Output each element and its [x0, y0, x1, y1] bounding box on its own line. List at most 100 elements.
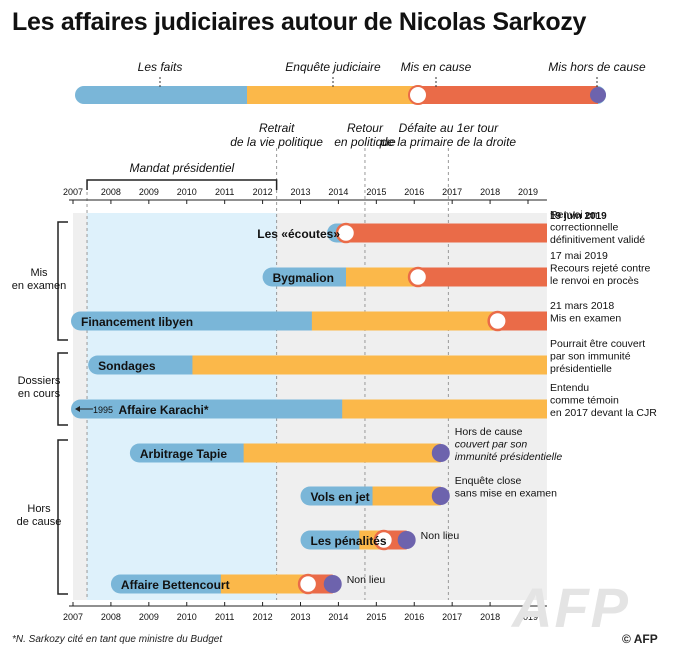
bar-open-end: [544, 311, 547, 331]
bar-facts: [71, 311, 331, 331]
bar-inquiry: [192, 355, 547, 375]
bar-open-end: [544, 267, 547, 287]
affair-note: Renvoi en: [550, 209, 597, 221]
affair-note: sans mise en examen: [455, 488, 557, 500]
bar-open-end: [544, 399, 547, 419]
legend-mis-en-cause-marker: [408, 85, 428, 105]
affair-note: Entendu: [550, 382, 589, 394]
bar-inquiry: [220, 574, 309, 594]
tick-label: 2015: [366, 612, 386, 622]
event-label: Défaite au 1er tour: [399, 121, 499, 135]
affair-note: Mis en examen: [550, 313, 621, 325]
affair-note: 21 mars 2018: [550, 300, 614, 312]
tick-label: 2007: [63, 187, 83, 197]
footnote: *N. Sarkozy cité en tant que ministre du…: [12, 634, 223, 645]
hors-de-cause-marker: [323, 575, 342, 593]
afp-credit: © AFP: [622, 632, 658, 646]
bar-inquiry: [311, 311, 498, 331]
tick-label: 2013: [290, 612, 310, 622]
arrow-left-icon: [75, 406, 80, 412]
mandat-label: Mandat présidentiel: [129, 161, 234, 175]
bar-open-end: [544, 355, 547, 375]
group-bracket: [57, 439, 68, 595]
affair-note: présidentielle: [550, 363, 612, 375]
affair-label: Affaire Bettencourt: [121, 578, 230, 592]
bar-facts: [71, 399, 362, 419]
affair-label: Les «écoutes»: [257, 227, 340, 241]
affair-label: Bygmalion: [273, 271, 334, 285]
affair-note: immunité présidentielle: [455, 451, 563, 463]
tick-label: 2012: [253, 612, 273, 622]
tick-label: 2008: [101, 612, 121, 622]
tick-label: 2009: [139, 187, 159, 197]
tick-label: 2019: [518, 612, 538, 622]
tick-label: 2010: [177, 612, 197, 622]
affair-note: correctionnelle: [550, 222, 618, 234]
date-header: 19 juin 2019: [550, 211, 607, 222]
event-label: de la primaire de la droite: [381, 135, 517, 149]
bar-facts: [129, 443, 263, 463]
group-bracket: [57, 352, 68, 426]
tick-label: 2008: [101, 187, 121, 197]
event-label: de la vie politique: [230, 135, 323, 149]
affair-label: Sondages: [98, 359, 156, 373]
hors-de-cause-marker: [397, 531, 416, 549]
affair-note: 17 mai 2019: [550, 250, 608, 262]
tick-label: 2018: [480, 187, 500, 197]
event-label: Retour: [347, 121, 384, 135]
tick-label: 2017: [442, 187, 462, 197]
bar-facts: [110, 574, 240, 594]
group-label: en cours: [18, 388, 61, 400]
chart-title: Les affaires judiciaires autour de Nicol…: [12, 8, 587, 36]
event-label: Retrait: [259, 121, 295, 135]
bar-inquiry: [346, 267, 419, 287]
affair-label: Financement libyen: [81, 315, 193, 329]
affair-note: Pourrait être couvert: [550, 338, 645, 350]
tick-label: 2012: [253, 187, 273, 197]
legend-label: Mis hors de cause: [548, 60, 646, 74]
affair-note: Non lieu: [421, 530, 460, 542]
bar-facts: [300, 530, 379, 550]
group-label: Dossiers: [18, 375, 61, 387]
group-label: Hors: [27, 503, 51, 515]
mis-en-cause-marker: [487, 310, 508, 332]
affair-label: Vols en jet: [311, 490, 370, 504]
tick-label: 2011: [215, 612, 234, 622]
group-label: de cause: [17, 516, 62, 528]
tick-label: 2010: [177, 187, 197, 197]
legend-segment-mis-en-cause: [418, 86, 598, 104]
tick-label: 2009: [139, 612, 159, 622]
tick-label: 2011: [215, 187, 234, 197]
bar-facts: [88, 355, 212, 375]
tick-label: 2019: [518, 187, 538, 197]
affair-note: en 2017 devant la CJR: [550, 407, 657, 419]
tick-label: 2018: [480, 612, 500, 622]
legend-label: Enquête judiciaire: [285, 60, 381, 74]
tick-label: 2007: [63, 612, 83, 622]
affair-label: Les pénalités: [311, 534, 387, 548]
mandat-bracket: [86, 179, 278, 190]
affair-note: Recours rejeté contre: [550, 263, 651, 275]
mis-en-cause-marker: [407, 266, 429, 288]
afp-watermark: AFP: [512, 576, 630, 639]
affair-label: Affaire Karachi*: [119, 403, 209, 417]
affair-note: Enquête close: [455, 475, 522, 487]
tick-label: 2016: [404, 187, 424, 197]
bar-inquiry: [243, 443, 441, 463]
group-label: Mis: [30, 267, 48, 279]
event-label: en politique: [334, 135, 396, 149]
group-bracket: [57, 221, 68, 341]
bar-facts: [262, 267, 365, 287]
affair-note: le renvoi en procès: [550, 275, 639, 287]
bar-facts: [300, 486, 392, 506]
bar-open-end: [544, 223, 547, 243]
affair-note: couvert par son: [455, 439, 528, 451]
hors-de-cause-marker: [431, 444, 450, 462]
bar-mis-en-cause: [346, 223, 547, 243]
tick-label: 2014: [328, 187, 348, 197]
mis-en-cause-marker: [335, 222, 357, 244]
hors-de-cause-marker: [431, 487, 450, 505]
tick-label: 2013: [290, 187, 310, 197]
mis-en-cause-marker: [297, 573, 319, 595]
